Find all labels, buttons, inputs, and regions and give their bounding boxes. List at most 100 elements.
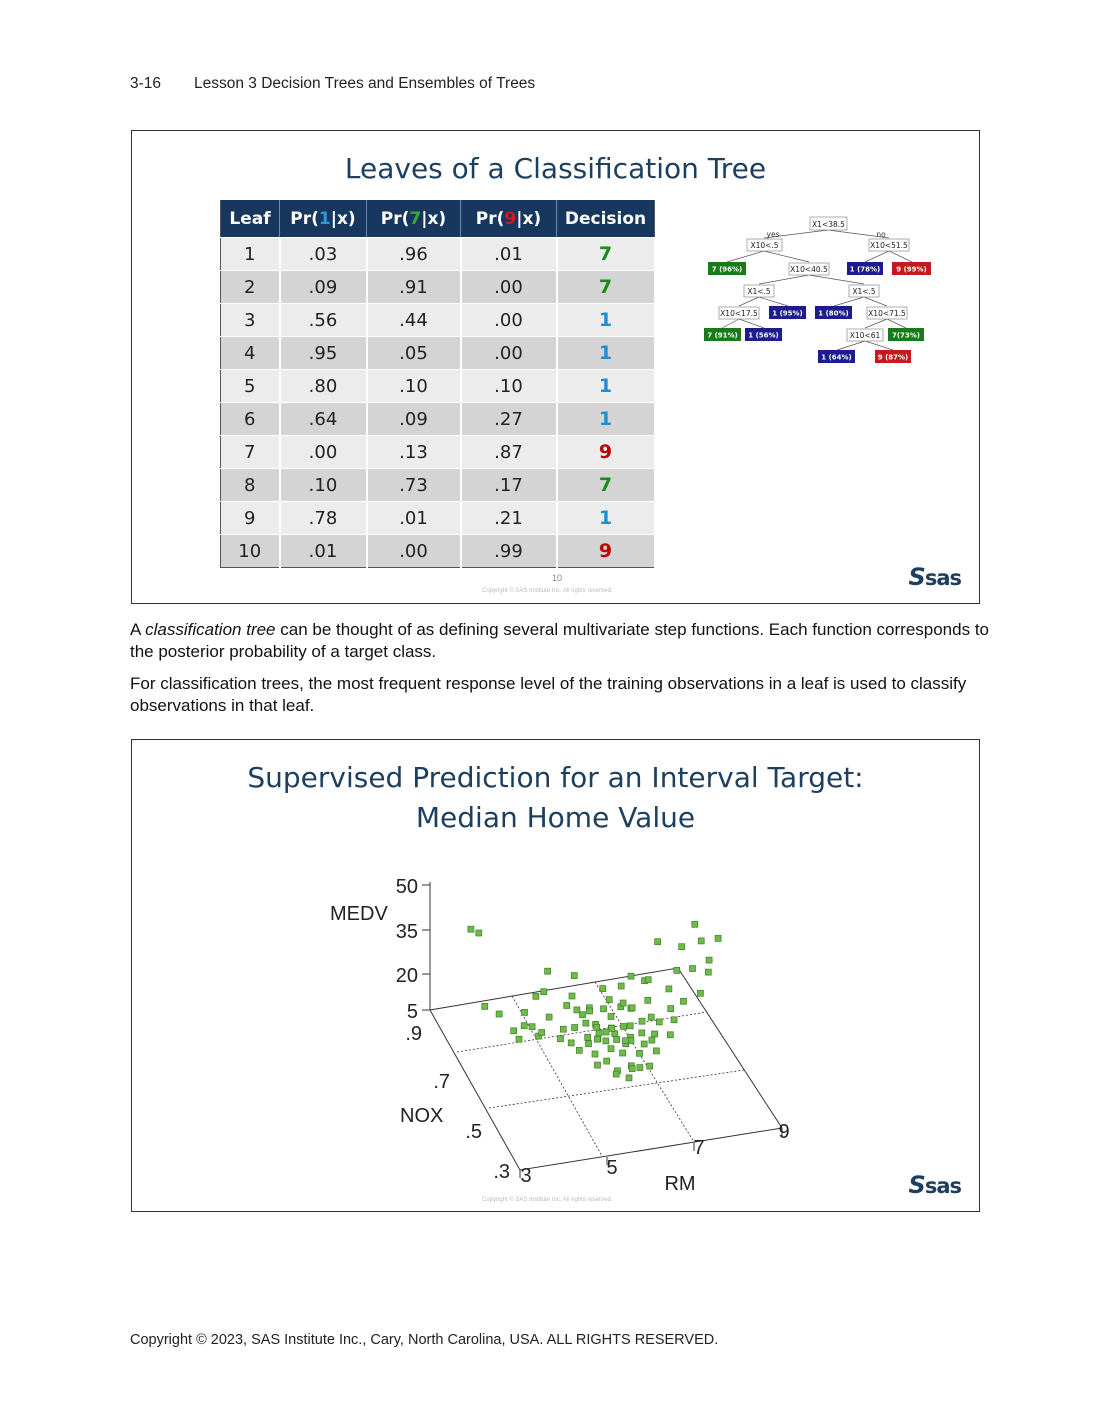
scatter-point (584, 1033, 592, 1041)
scatter-point (605, 996, 613, 1003)
scatter-point (540, 988, 548, 996)
probability-cell: .73 (366, 468, 462, 502)
scatter-point (600, 1005, 607, 1013)
y-tick-label: .5 (465, 1121, 482, 1143)
probability-cell: .80 (279, 369, 368, 403)
scatter-point (593, 1023, 600, 1031)
probability-cell: .01 (366, 501, 462, 535)
emphasis-term: classification tree (145, 620, 276, 639)
leaf-cell: 6 (220, 402, 281, 436)
decision-cell: 7 (556, 237, 656, 271)
scatter-point (595, 1029, 603, 1037)
scatter-point (475, 929, 483, 937)
tree-split-node: X10<71.5 (868, 309, 906, 318)
paragraph-most-frequent-level: For classification trees, the most frequ… (130, 674, 967, 715)
header-decision: Decision (556, 200, 655, 238)
table-row: 9.78.01.21 1 (220, 501, 656, 535)
scatter-point (640, 1040, 648, 1048)
scatter-point (619, 1049, 626, 1057)
leaf-cell: 4 (220, 336, 281, 370)
scatter-point (697, 937, 705, 945)
probability-cell: .27 (460, 402, 558, 436)
scatter-point (628, 1004, 636, 1012)
probability-cell: .00 (460, 270, 558, 304)
scatter-3d-plot: 50 35 20 5 MEDV .9 .7 .5 .3 NOX 3 5 7 9 … (330, 876, 790, 1195)
probability-cell: .10 (366, 369, 462, 403)
x-axis-label: RM (664, 1173, 695, 1195)
tree-split-node: X10<40.5 (790, 265, 828, 274)
scatter-point (594, 1061, 601, 1069)
scatter-point (567, 1039, 575, 1047)
x-tick-label: 7 (693, 1137, 704, 1159)
y-tick-label: .3 (493, 1161, 510, 1183)
tree-leaf-node: 9 (99%) (896, 266, 926, 274)
scatter-point (520, 1022, 528, 1030)
scatter-point (627, 972, 635, 980)
decision-cell: 1 (556, 336, 656, 370)
probability-cell: .87 (460, 435, 558, 469)
tree-leaf-node: 1 (56%) (748, 332, 778, 340)
scatter-point (714, 935, 722, 942)
slide-title: Supervised Prediction for an Interval Ta… (247, 761, 864, 834)
probability-cell: .44 (366, 303, 462, 337)
tree-leaf-node: 1 (64%) (821, 354, 851, 362)
scatter-point (612, 1070, 620, 1078)
z-tick-label: 20 (396, 965, 418, 987)
decision-cell: 1 (556, 369, 656, 403)
scatter-point (665, 985, 673, 993)
scatter-point (651, 1030, 658, 1038)
probability-cell: .03 (279, 237, 368, 271)
scatter-point (573, 1006, 581, 1014)
tree-leaf-node: 1 (78%) (850, 266, 880, 274)
tree-split-node: X1<.5 (852, 287, 876, 296)
leaf-cell: 2 (220, 270, 281, 304)
probability-cell: .64 (279, 402, 368, 436)
scatter-point (617, 982, 625, 990)
scatter-point (704, 968, 712, 976)
leaf-cell: 5 (220, 369, 281, 403)
scatter-point (515, 1035, 523, 1043)
scatter-point (666, 1031, 674, 1039)
scatter-point (636, 1049, 643, 1057)
probability-cell: .10 (279, 468, 368, 502)
probability-cell: .09 (366, 402, 462, 436)
tree-split-node: X1<.5 (747, 287, 771, 296)
probability-cell: .78 (279, 501, 368, 535)
slide-copyright: Copyright © SAS Institute Inc. All right… (482, 588, 613, 594)
scatter-point (626, 1022, 634, 1030)
table-row: 10.01.00.99 9 (220, 534, 656, 568)
scatter-point (545, 1013, 553, 1021)
decision-cell: 7 (556, 468, 656, 502)
sas-logo: Ssas (908, 563, 962, 591)
scatter-point (521, 1009, 528, 1016)
y-tick-label: .9 (405, 1023, 422, 1045)
header-pr1: Pr(1|x) (279, 200, 367, 238)
scatter-point (607, 1045, 615, 1053)
scatter-point (653, 1047, 660, 1055)
scatter-point (644, 996, 652, 1004)
y-axis-label: NOX (400, 1105, 443, 1127)
decision-cell: 1 (556, 303, 656, 337)
scatter-point (620, 1023, 627, 1030)
probability-cell: .10 (460, 369, 558, 403)
scatter-point (654, 938, 661, 946)
scatter-point (570, 972, 578, 979)
scatter-point (467, 925, 475, 933)
page-footer-copyright: Copyright © 2023, SAS Institute Inc., Ca… (130, 1332, 719, 1348)
z-axis-label: MEDV (330, 903, 388, 925)
probability-cell: .01 (460, 237, 558, 271)
decision-cell: 9 (556, 435, 656, 469)
scatter-point (557, 1035, 564, 1043)
slide-title: Leaves of a Classification Tree (344, 152, 767, 185)
y-tick-label: .7 (433, 1071, 450, 1093)
tree-split-node: X10<51.5 (870, 241, 908, 250)
scatter-point (607, 1013, 615, 1020)
tree-leaf-node: 9 (87%) (878, 354, 908, 362)
scatter-point (571, 1024, 578, 1031)
slide-number: 10 (552, 573, 563, 583)
x-tick-label: 5 (606, 1157, 617, 1179)
scatter-point (591, 1050, 599, 1058)
edge-label-no: no (876, 230, 886, 239)
probability-cell: .21 (460, 501, 558, 535)
scatter-point (697, 989, 704, 997)
